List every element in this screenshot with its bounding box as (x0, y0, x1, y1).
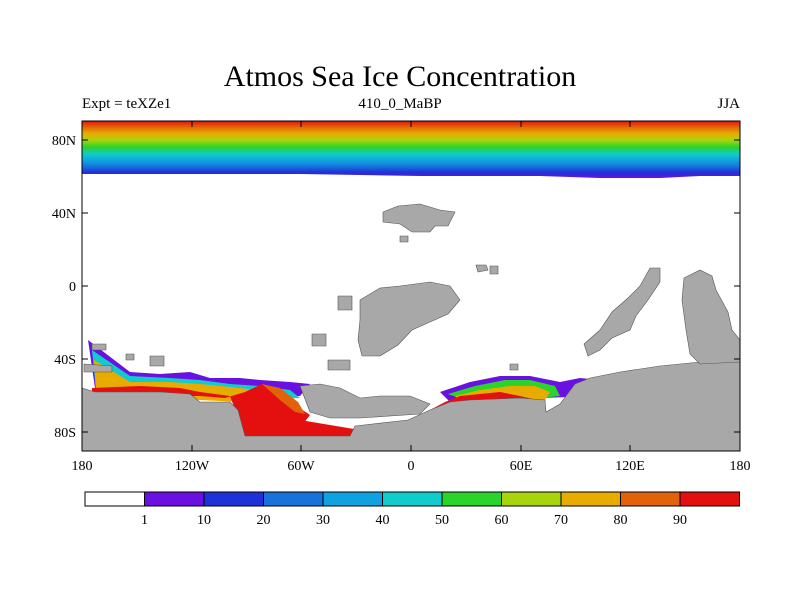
antarctica-peninsula-interior (299, 383, 431, 419)
lat-label-40s: 40S (54, 353, 76, 368)
colorbar-label-70: 70 (554, 513, 568, 528)
east-island-arc (583, 267, 661, 357)
colorbar-box-2 (203, 491, 264, 507)
colorbar-box-5 (382, 491, 443, 507)
season-label: JJA (717, 96, 740, 112)
longitude-labels: 180 120W 60W 0 60E 120E 180 (72, 459, 751, 474)
lon-label-180e: 180 (730, 459, 751, 474)
colorbar-label-60: 60 (495, 513, 509, 528)
colorbar-box-6 (441, 491, 502, 507)
colorbar-box-8 (560, 491, 621, 507)
colorbar-label-1: 1 (141, 513, 148, 528)
map-title: Atmos Sea Ice Concentration (223, 60, 577, 93)
island-southwest-1 (91, 343, 107, 351)
lat-label-80n: 80N (52, 134, 76, 149)
lat-label-0: 0 (69, 280, 76, 295)
north-continent-fragment (382, 203, 456, 233)
colorbar-box-3 (263, 491, 324, 507)
colorbar-labels: 1 10 20 30 40 50 60 70 80 90 (141, 513, 687, 528)
lon-label-60e: 60E (510, 459, 533, 474)
colorbar-label-30: 30 (316, 513, 330, 528)
colorbar-box-1 (144, 491, 205, 507)
colorbar-label-80: 80 (614, 513, 628, 528)
island-southwest-3 (149, 355, 165, 367)
lat-label-40n: 40N (52, 207, 76, 222)
island-small-2 (475, 264, 489, 273)
arctic-sea-ice (82, 121, 740, 178)
colorbar-box-0 (84, 491, 145, 507)
weddell-ice-core (245, 384, 310, 434)
island-southwest-4 (83, 363, 113, 373)
colorbar-label-50: 50 (435, 513, 449, 528)
lon-label-120e: 120E (615, 459, 645, 474)
island-west-3 (327, 359, 351, 371)
longitude-axis (81, 121, 741, 451)
island-small-3 (489, 265, 499, 275)
lon-label-60w: 60W (287, 459, 315, 474)
island-south-small (509, 363, 519, 371)
colorbar-label-10: 10 (197, 513, 211, 528)
colorbar-box-7 (501, 491, 562, 507)
island-west-2 (311, 333, 327, 347)
southern-ice-core-west (92, 386, 546, 436)
island-southwest-2 (125, 353, 135, 361)
colorbar-label-90: 90 (673, 513, 687, 528)
east-continent-land (681, 269, 740, 365)
south-america-land (357, 281, 461, 357)
colorbar (84, 491, 740, 507)
colorbar-label-20: 20 (257, 513, 271, 528)
lon-label-0: 0 (408, 459, 415, 474)
island-small-1 (399, 235, 409, 243)
lon-label-120w: 120W (175, 459, 210, 474)
lon-label-180w: 180 (72, 459, 93, 474)
latitude-labels: 80N 40N 0 40S 80S (52, 134, 76, 441)
lat-label-80s: 80S (54, 426, 76, 441)
experiment-label: Expt = teXZe1 (82, 96, 172, 112)
colorbar-box-4 (322, 491, 383, 507)
ice-core-orange-edge (262, 384, 305, 414)
colorbar-box-10 (679, 491, 740, 507)
period-label: 410_0_MaBP (358, 96, 442, 112)
antarctica-land (82, 359, 740, 451)
island-west-1 (337, 295, 353, 311)
colorbar-box-9 (620, 491, 681, 507)
colorbar-label-40: 40 (376, 513, 390, 528)
latitude-axis (82, 139, 740, 433)
